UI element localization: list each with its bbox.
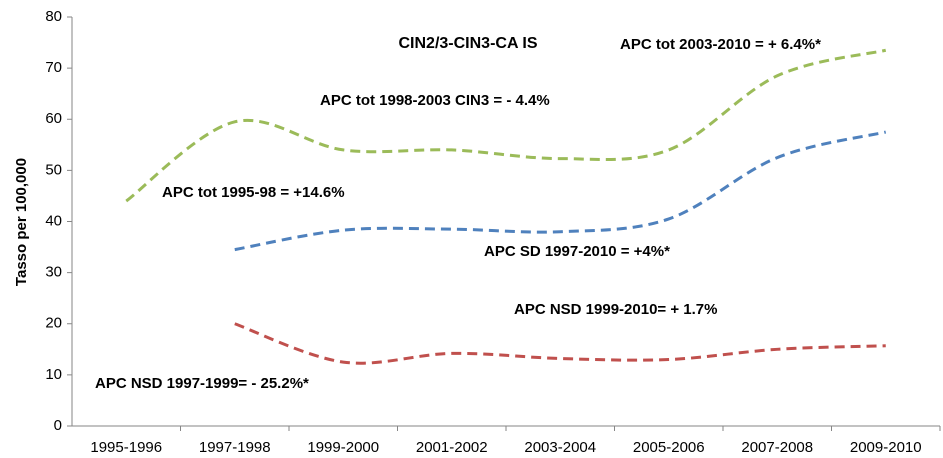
y-axis-label: Tasso per 100,000 [13,158,30,286]
y-tick-label: 60 [45,110,62,127]
x-tick-label: 2001-2002 [416,439,488,456]
y-tick-label: 40 [45,212,62,229]
x-tick-label: 2005-2006 [633,439,705,456]
y-tick-label: 20 [45,315,62,332]
x-tick-label: 2003-2004 [524,439,596,456]
annotation: APC NSD 1997-1999= - 25.2%* [95,375,309,392]
annotation: APC tot 1995-98 = +14.6% [162,184,345,201]
annotation: APC tot 1998-2003 CIN3 = - 4.4% [320,92,550,109]
y-tick-label: 80 [45,8,62,25]
x-tick-label: 2007-2008 [741,439,813,456]
annotation: APC tot 2003-2010 = + 6.4%* [620,36,821,53]
line-series [234,322,886,365]
chart-title: CIN2/3-CIN3-CA IS [399,35,538,52]
x-tick-label: 2009-2010 [850,439,922,456]
line-series [234,130,887,252]
y-tick-label: 30 [45,264,62,281]
x-tick-label: 1997-1998 [199,439,271,456]
x-tick-label: 1995-1996 [90,439,162,456]
y-tick-label: 0 [54,417,62,434]
annotation: APC NSD 1999-2010= + 1.7% [514,301,717,318]
annotation: APC SD 1997-2010 = +4%* [484,243,670,260]
y-tick-label: 70 [45,59,62,76]
x-tick-label: 1999-2000 [307,439,379,456]
y-tick-label: 50 [45,161,62,178]
line-series [125,48,887,203]
y-tick-label: 10 [45,366,62,383]
